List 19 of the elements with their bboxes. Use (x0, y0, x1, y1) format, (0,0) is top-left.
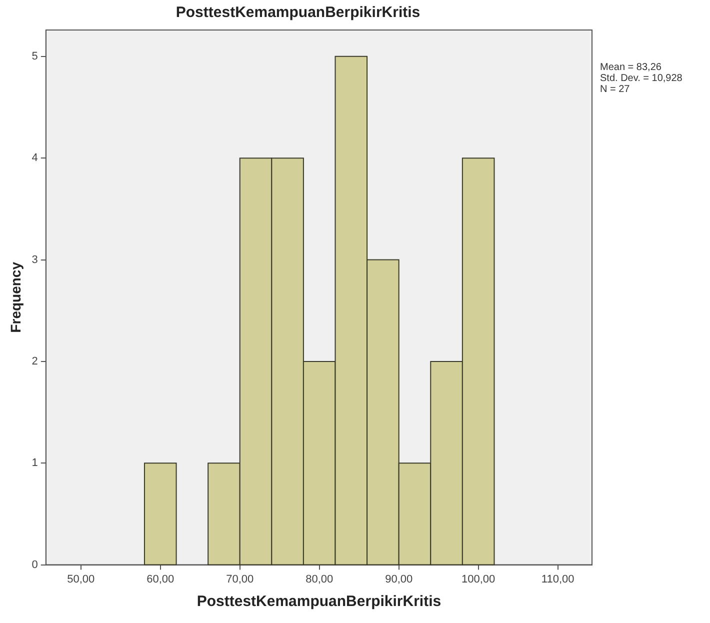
x-tick-label: 80,00 (306, 573, 334, 586)
y-tick-label: 3 (32, 254, 38, 266)
x-axis-title: PosttestKemampuanBerpikirKritis (196, 593, 442, 610)
text: N = 27 (600, 84, 631, 95)
y-axis-title: Frequency (7, 262, 24, 333)
x-tick-label: 50,00 (67, 573, 95, 586)
y-tick-label: 0 (32, 558, 38, 571)
text: Mean = 83,26 (600, 62, 662, 73)
text: Std. Dev. = 10,928 (600, 73, 682, 84)
x-tick-label: 90,00 (385, 573, 413, 586)
y-tick-label: 4 (32, 152, 38, 164)
y-tick-label: 1 (32, 457, 38, 470)
x-tick-label: 70,00 (226, 573, 254, 586)
chart-title: PosttestKemampuanBerpikirKritis (176, 4, 420, 22)
y-tick-label: 5 (32, 50, 38, 62)
y-tick-label: 2 (32, 355, 38, 368)
x-tick-label: 60,00 (146, 573, 174, 586)
x-tick-label: 100,00 (462, 573, 496, 586)
x-tick-label: 110,00 (541, 573, 574, 586)
